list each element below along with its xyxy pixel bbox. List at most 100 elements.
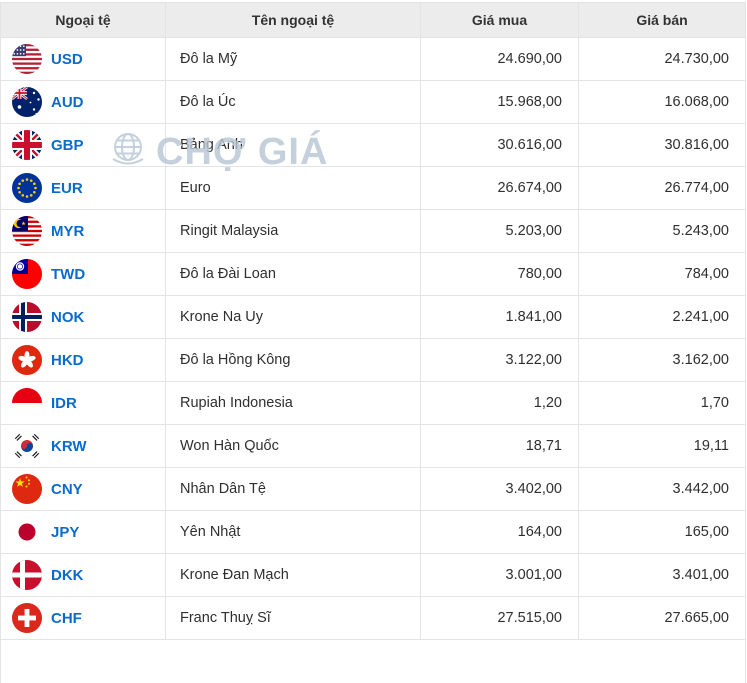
currency-code-link[interactable]: GBP — [51, 136, 84, 154]
currency-cell: USD — [0, 37, 166, 81]
table-row: KRW Won Hàn Quốc 18,71 19,11 — [0, 424, 746, 468]
sell-price-cell: 3.401,00 — [578, 553, 746, 597]
currency-cell: NOK — [0, 295, 166, 339]
buy-price-cell: 1,20 — [420, 381, 579, 425]
hkd-flag-icon — [12, 345, 42, 375]
table-row: CNY Nhân Dân Tệ 3.402,00 3.442,00 — [0, 467, 746, 511]
sell-price-cell: 165,00 — [578, 510, 746, 554]
table-row: NOK Krone Na Uy 1.841,00 2.241,00 — [0, 295, 746, 339]
currency-name-cell: Đô la Úc — [165, 80, 421, 124]
buy-price-cell: 18,71 — [420, 424, 579, 468]
dkk-flag-icon — [12, 560, 42, 590]
currency-name-cell: Franc Thuỵ Sĩ — [165, 596, 421, 640]
buy-price-cell: 3.402,00 — [420, 467, 579, 511]
buy-price-cell: 15.968,00 — [420, 80, 579, 124]
buy-price-cell: 780,00 — [420, 252, 579, 296]
currency-code-link[interactable]: HKD — [51, 351, 84, 369]
cny-flag-icon — [12, 474, 42, 504]
currency-code-link[interactable]: JPY — [51, 523, 80, 541]
buy-price-cell: 3.122,00 — [420, 338, 579, 382]
table-row-partial — [0, 639, 746, 683]
table-row: IDR Rupiah Indonesia 1,20 1,70 — [0, 381, 746, 425]
currency-cell: EUR — [0, 166, 166, 210]
currency-code-link[interactable]: CNY — [51, 480, 83, 498]
sell-price-cell: 24.730,00 — [578, 37, 746, 81]
sell-price-cell: 16.068,00 — [578, 80, 746, 124]
col-header-currency: Ngoại tệ — [0, 2, 166, 38]
currency-code-link[interactable]: NOK — [51, 308, 85, 326]
buy-price-cell: 3.001,00 — [420, 553, 579, 597]
currency-name-cell: Ringit Malaysia — [165, 209, 421, 253]
currency-code-link[interactable]: IDR — [51, 394, 77, 412]
currency-code-link[interactable]: USD — [51, 50, 83, 68]
table-row: EUR Euro 26.674,00 26.774,00 — [0, 166, 746, 210]
currency-code-link[interactable]: CHF — [51, 609, 82, 627]
buy-price-cell: 24.690,00 — [420, 37, 579, 81]
sell-price-cell: 3.162,00 — [578, 338, 746, 382]
myr-flag-icon — [12, 216, 42, 246]
col-header-buy: Giá mua — [420, 2, 579, 38]
partial-row-cell — [0, 639, 746, 683]
currency-code-link[interactable]: AUD — [51, 93, 84, 111]
table-row: TWD Đô la Đài Loan 780,00 784,00 — [0, 252, 746, 296]
buy-price-cell: 5.203,00 — [420, 209, 579, 253]
currency-code-link[interactable]: KRW — [51, 437, 87, 455]
sell-price-cell: 27.665,00 — [578, 596, 746, 640]
buy-price-cell: 27.515,00 — [420, 596, 579, 640]
currency-name-cell: Euro — [165, 166, 421, 210]
table-row: JPY Yên Nhật 164,00 165,00 — [0, 510, 746, 554]
buy-price-cell: 1.841,00 — [420, 295, 579, 339]
currency-cell: IDR — [0, 381, 166, 425]
currency-code-link[interactable]: DKK — [51, 566, 84, 584]
currency-name-cell: Đô la Hồng Kông — [165, 338, 421, 382]
usd-flag-icon — [12, 44, 42, 74]
currency-name-cell: Đô la Đài Loan — [165, 252, 421, 296]
currency-code-link[interactable]: MYR — [51, 222, 85, 240]
aud-flag-icon — [12, 87, 42, 117]
table-row: CHF Franc Thuỵ Sĩ 27.515,00 27.665,00 — [0, 596, 746, 640]
table-row: HKD Đô la Hồng Kông 3.122,00 3.162,00 — [0, 338, 746, 382]
currency-cell: TWD — [0, 252, 166, 296]
currency-name-cell: Krone Đan Mạch — [165, 553, 421, 597]
table-row: DKK Krone Đan Mạch 3.001,00 3.401,00 — [0, 553, 746, 597]
chf-flag-icon — [12, 603, 42, 633]
table-header-row: Ngoại tệ Tên ngoại tệ Giá mua Giá bán — [0, 2, 746, 38]
sell-price-cell: 30.816,00 — [578, 123, 746, 167]
currency-name-cell: Bảng Anh — [165, 123, 421, 167]
currency-name-cell: Rupiah Indonesia — [165, 381, 421, 425]
currency-name-cell: Yên Nhật — [165, 510, 421, 554]
currency-code-link[interactable]: TWD — [51, 265, 86, 283]
sell-price-cell: 2.241,00 — [578, 295, 746, 339]
currency-cell: HKD — [0, 338, 166, 382]
sell-price-cell: 19,11 — [578, 424, 746, 468]
nok-flag-icon — [12, 302, 42, 332]
currency-name-cell: Nhân Dân Tệ — [165, 467, 421, 511]
gbp-flag-icon — [12, 130, 42, 160]
currency-cell: JPY — [0, 510, 166, 554]
buy-price-cell: 26.674,00 — [420, 166, 579, 210]
table-row: MYR Ringit Malaysia 5.203,00 5.243,00 — [0, 209, 746, 253]
currency-name-cell: Đô la Mỹ — [165, 37, 421, 81]
sell-price-cell: 5.243,00 — [578, 209, 746, 253]
rates-table-body: USD Đô la Mỹ 24.690,00 24.730,00 AUD Đô la Úc… — [0, 37, 746, 683]
krw-flag-icon — [12, 431, 42, 461]
currency-name-cell: Won Hàn Quốc — [165, 424, 421, 468]
sell-price-cell: 784,00 — [578, 252, 746, 296]
buy-price-cell: 30.616,00 — [420, 123, 579, 167]
currency-cell: CHF — [0, 596, 166, 640]
buy-price-cell: 164,00 — [420, 510, 579, 554]
table-row: USD Đô la Mỹ 24.690,00 24.730,00 — [0, 37, 746, 81]
currency-name-cell: Krone Na Uy — [165, 295, 421, 339]
currency-cell: GBP — [0, 123, 166, 167]
currency-cell: CNY — [0, 467, 166, 511]
sell-price-cell: 3.442,00 — [578, 467, 746, 511]
currency-code-link[interactable]: EUR — [51, 179, 83, 197]
col-header-sell: Giá bán — [578, 2, 746, 38]
jpy-flag-icon — [12, 517, 42, 547]
sell-price-cell: 26.774,00 — [578, 166, 746, 210]
currency-cell: MYR — [0, 209, 166, 253]
idr-flag-icon — [12, 388, 42, 418]
table-row: AUD Đô la Úc 15.968,00 16.068,00 — [0, 80, 746, 124]
currency-cell: AUD — [0, 80, 166, 124]
eur-flag-icon — [12, 173, 42, 203]
